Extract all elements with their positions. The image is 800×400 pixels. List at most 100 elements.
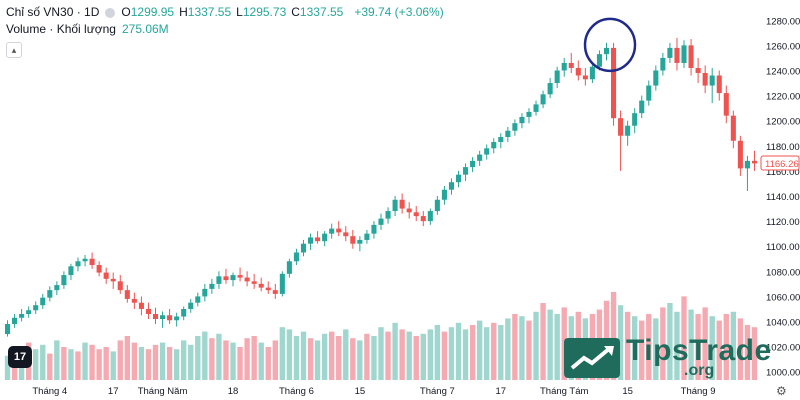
volume-bar [420, 333, 426, 380]
candle-body [561, 62, 567, 71]
volume-bar [639, 320, 645, 380]
volume-bar [744, 325, 751, 380]
volume-bar [336, 336, 342, 380]
volume-bar [533, 311, 539, 380]
brand-watermark: TipsTrade .org [564, 332, 771, 384]
volume-label[interactable]: Volume · Khối lượng [6, 22, 116, 36]
gear-icon[interactable]: ⚙ [776, 384, 787, 398]
volume-bar [82, 342, 88, 380]
price-axis-label: 1120.00 [766, 217, 800, 228]
candle-body [674, 47, 680, 63]
candle-body [646, 85, 652, 101]
volume-bar [505, 318, 511, 380]
price-axis-label: 1180.00 [766, 142, 800, 153]
volume-bar [328, 331, 335, 380]
candle-body [223, 276, 229, 281]
candle-body [618, 118, 624, 136]
chevron-up-icon[interactable]: ▴ [6, 42, 22, 58]
tradingview-logo-icon[interactable]: 17 [8, 346, 32, 368]
volume-bar [681, 296, 687, 380]
candle-body [145, 308, 151, 314]
volume-bar [145, 349, 152, 380]
candle-body [653, 70, 659, 86]
brand-chart-icon [570, 346, 614, 370]
price-axis-label: 1280.00 [766, 16, 800, 27]
candle-body [329, 228, 335, 234]
volume-bar [75, 351, 81, 380]
candle-body [632, 113, 638, 126]
volume-bar [427, 329, 434, 380]
candle-body [371, 224, 377, 234]
volume-bar [476, 320, 483, 380]
candle-body [364, 233, 370, 240]
candle-body [611, 47, 617, 119]
volume-bar [378, 327, 384, 380]
volume-bar [462, 329, 469, 380]
candle-body [33, 305, 39, 311]
candle-body [737, 140, 743, 169]
candle-body [96, 265, 102, 273]
price-axis-label: 1000.00 [766, 368, 800, 379]
candle-body [322, 233, 328, 242]
volume-bar [159, 342, 166, 380]
candle-body [441, 189, 447, 200]
volume-bar [314, 340, 321, 380]
volume-bar [265, 347, 271, 380]
candle-body [138, 302, 144, 309]
x-axis-label: 15 [622, 386, 633, 397]
volume-bar [660, 307, 666, 380]
candle-body [512, 123, 518, 131]
candle-body [68, 266, 74, 276]
last-price-label: 1166.26 [765, 159, 799, 170]
candle-body [82, 258, 88, 262]
volume-bar [624, 311, 631, 380]
last-price-box [760, 155, 800, 171]
candle-body [533, 104, 539, 112]
candle-body [406, 208, 412, 213]
price-axis-label: 1100.00 [766, 242, 800, 253]
volume-bar [399, 329, 405, 380]
volume-bar [33, 349, 39, 380]
volume-bar [47, 353, 53, 380]
candle-body [547, 83, 553, 95]
volume-bar [491, 322, 497, 380]
candle-body [40, 297, 46, 306]
volume-bar [230, 342, 236, 380]
ohlc-value: 1299.95 [130, 5, 175, 19]
candle-body [427, 211, 433, 222]
volume-bar [251, 336, 257, 380]
candle-body [265, 287, 271, 291]
volume-bar [547, 309, 553, 380]
volume-bar [272, 340, 278, 380]
ohlc-value: 1337.55 [187, 5, 232, 19]
candle-body [463, 167, 469, 175]
volume-bar [244, 338, 250, 380]
candle-body [484, 148, 490, 155]
candle-body [47, 290, 53, 298]
volume-bar [173, 349, 180, 380]
volume-bar [695, 314, 701, 380]
volume-bar [131, 342, 138, 380]
volume-bar [4, 355, 11, 380]
candle-body [174, 316, 180, 321]
candle-body [385, 211, 391, 219]
ohlc-label: L [236, 5, 243, 19]
volume-bar [434, 325, 441, 380]
candle-body [160, 315, 166, 320]
candle-body [596, 54, 602, 67]
volume-bar [469, 325, 476, 380]
candle-body [167, 315, 173, 321]
candle-body [216, 276, 222, 284]
candle-body [279, 273, 285, 294]
volume-bar [484, 327, 490, 380]
x-axis-label: Tháng Năm [138, 386, 188, 397]
ohlc-value: 1295.73 [242, 5, 287, 19]
candle-body [477, 154, 483, 161]
brand-suffix: .org [684, 362, 715, 379]
volume-bar [667, 303, 673, 380]
candle-body [336, 228, 342, 233]
symbol-title[interactable]: Chỉ số VN30 · 1D [6, 5, 100, 19]
volume-bar [617, 305, 624, 380]
x-axis-label: 17 [108, 386, 119, 397]
